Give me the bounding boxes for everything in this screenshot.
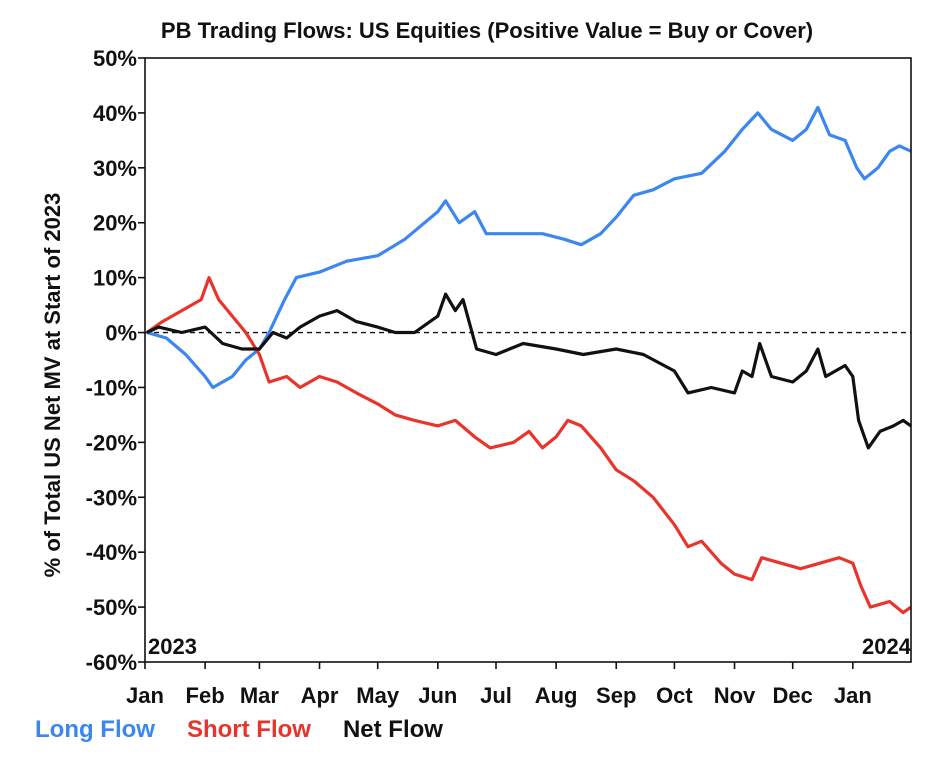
legend-item-long-flow: Long Flow xyxy=(35,716,155,743)
x-tick-label: May xyxy=(356,683,400,708)
x-tick-label: Feb xyxy=(186,683,225,708)
x-tick-label: Jun xyxy=(418,683,457,708)
series-layer xyxy=(145,105,912,615)
plot-frame xyxy=(144,57,912,663)
y-tick-label: 30% xyxy=(93,156,137,181)
y-tick-label: 0% xyxy=(105,321,137,346)
x-tick-label: Jul xyxy=(480,683,512,708)
year-label-end: 2024 xyxy=(862,634,912,659)
x-tick-label: Dec xyxy=(773,683,813,708)
y-tick-label: 10% xyxy=(93,266,137,291)
y-tick-label: 40% xyxy=(93,101,137,126)
x-tick-label: Sep xyxy=(596,683,636,708)
y-tick-label: -40% xyxy=(86,540,137,565)
x-tick-label: Jan xyxy=(126,683,164,708)
y-tick-label: -50% xyxy=(86,595,137,620)
chart-title: PB Trading Flows: US Equities (Positive … xyxy=(161,18,813,43)
legend-item-short-flow: Short Flow xyxy=(187,716,311,743)
y-tick-label: -60% xyxy=(86,650,137,675)
legend-item-net-flow: Net Flow xyxy=(343,716,443,743)
y-axis-label: % of Total US Net MV at Start of 2023 xyxy=(40,193,65,578)
axes-layer xyxy=(144,57,912,663)
series-line-short-flow xyxy=(145,276,912,615)
y-tick-label: -20% xyxy=(86,430,137,455)
x-tick-label: Nov xyxy=(714,683,756,708)
y-tick-label: -10% xyxy=(86,375,137,400)
x-tick-label: Mar xyxy=(240,683,280,708)
y-tick-label: 20% xyxy=(93,211,137,236)
legend: Long Flow Short Flow Net Flow xyxy=(35,716,443,743)
x-tick-label: Aug xyxy=(535,683,578,708)
series-line-net-flow xyxy=(146,292,912,450)
x-tick-label: Oct xyxy=(656,683,693,708)
y-tick-label: -30% xyxy=(86,485,137,510)
year-label-start: 2023 xyxy=(148,634,197,659)
x-tick-label: Apr xyxy=(301,683,339,708)
y-tick-labels: 50% 40% 30% 20% 10% 0% -10% -20% -30% -40% -50% -60… xyxy=(86,46,145,675)
x-tick-labels: Jan Feb Mar Apr May Jun Jul Aug Sep Oct Nov Dec Jan xyxy=(126,662,872,708)
y-tick-label: 50% xyxy=(93,46,137,71)
x-tick-label: Jan xyxy=(834,683,872,708)
